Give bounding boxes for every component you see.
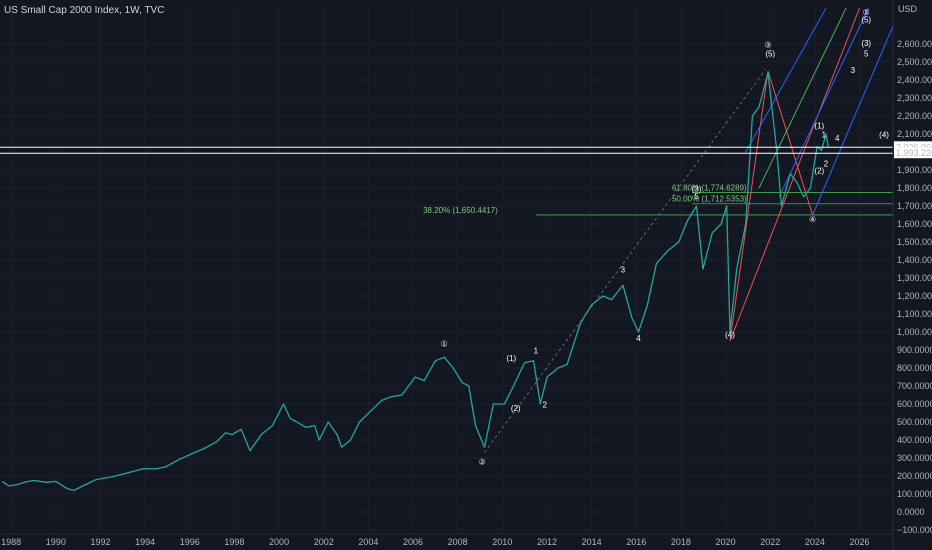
trend-channels — [729, 7, 894, 342]
wave-label: ③ — [764, 41, 771, 50]
chart-title: US Small Cap 2000 Index, 1W, TVC — [4, 5, 165, 16]
x-tick-label: 2024 — [805, 537, 825, 547]
y-tick-label: 2,200.0000 — [897, 111, 932, 121]
wave-label: 2 — [543, 401, 548, 410]
y-tick-label: 1,900.0000 — [897, 165, 932, 175]
y-tick-label: 1,500.0000 — [897, 237, 932, 247]
channel-line — [812, 25, 894, 216]
wave-label: ① — [441, 339, 448, 348]
wave-label: (1) — [814, 122, 824, 131]
x-tick-label: 2014 — [582, 537, 602, 547]
channel-line — [745, 7, 827, 153]
time-axis: 1988 1990 1992 1994 1996 1998 2000 2002 2004 2006… — [0, 533, 893, 547]
wave-label: ④ — [809, 215, 816, 224]
x-tick-label: 2004 — [358, 537, 378, 547]
x-tick-label: 2026 — [849, 537, 869, 547]
wave-label: (4) — [725, 330, 735, 339]
wave-label: (1) — [506, 354, 516, 363]
y-tick-label: 100.0000 — [897, 489, 932, 499]
y-tick-label: 300.0000 — [897, 453, 932, 463]
y-tick-label: 1,300.0000 — [897, 273, 932, 283]
wave-label: 4 — [835, 134, 840, 143]
x-tick-label: 2010 — [492, 537, 512, 547]
y-tick-label: 2,100.0000 — [897, 129, 932, 139]
price-axis-background — [893, 0, 932, 550]
x-tick-label: 2020 — [716, 537, 736, 547]
wave-label: 1 — [534, 347, 539, 356]
x-tick-label: 2002 — [314, 537, 334, 547]
channel-line — [778, 7, 869, 198]
price-line — [1, 72, 829, 492]
wave-label: 3 — [621, 266, 626, 275]
x-tick-label: 2022 — [760, 537, 780, 547]
y-tick-label: 700.0000 — [897, 381, 932, 391]
wave-label: 4 — [636, 334, 641, 343]
channel-line — [729, 70, 769, 342]
wave-label: 5 — [694, 192, 699, 201]
fib-levels: 38.20% (1,650.4417) 50.00% (1,712.5353) 61… — [423, 184, 893, 216]
wave-label: ⑤ — [863, 8, 870, 17]
trendline-dashed — [484, 68, 767, 453]
y-tick-label: 900.0000 — [897, 345, 932, 355]
y-tick-label: 400.0000 — [897, 435, 932, 445]
wave-label: 5 — [864, 50, 869, 59]
wave-label: (5) — [861, 15, 871, 24]
y-tick-label: 0.0000 — [897, 507, 925, 517]
x-tick-label: 2012 — [537, 537, 557, 547]
wave-label: (5) — [765, 50, 775, 59]
y-tick-label: 1,200.0000 — [897, 291, 932, 301]
y-tick-label: 2,400.0000 — [897, 75, 932, 85]
price-label: 1,993.2269 — [896, 148, 932, 158]
fib-label: 38.20% (1,650.4417) — [423, 206, 498, 215]
wave-label: (2) — [814, 167, 824, 176]
x-tick-label: 1992 — [90, 537, 110, 547]
x-tick-label: 2000 — [269, 537, 289, 547]
channel-line — [729, 7, 860, 342]
x-tick-label: 1990 — [46, 537, 66, 547]
x-tick-label: 1996 — [180, 537, 200, 547]
wave-label: 3 — [851, 66, 856, 75]
wave-label: (3) — [861, 39, 871, 48]
wave-label: (2) — [511, 404, 521, 413]
price-series — [0, 68, 893, 492]
y-tick-label: 2,300.0000 — [897, 93, 932, 103]
x-tick-label: 2016 — [626, 537, 646, 547]
price-label-box — [894, 147, 932, 159]
y-tick-label: 1,700.0000 — [897, 201, 932, 211]
chart-grid — [0, 8, 893, 531]
y-tick-label: 500.0000 — [897, 417, 932, 427]
y-tick-label: 200.0000 — [897, 471, 932, 481]
y-tick-label: 600.0000 — [897, 399, 932, 409]
wave-label: ② — [479, 457, 486, 466]
y-tick-label: 1,800.0000 — [897, 183, 932, 193]
x-tick-label: 2008 — [448, 537, 468, 547]
y-tick-label: 2,500.0000 — [897, 57, 932, 67]
y-tick-label: 800.0000 — [897, 363, 932, 373]
y-tick-label: 2,600.0000 — [897, 39, 932, 49]
x-tick-label: 1988 — [1, 537, 21, 547]
price-axis: USD 2,600.0000 2,500.0000 2,400.0000 2,300.0… — [892, 0, 932, 550]
x-tick-label: 2006 — [403, 537, 423, 547]
x-tick-label: 1998 — [224, 537, 244, 547]
fib-label: 61.80% (1,774.6289) — [672, 184, 747, 193]
y-tick-label: 1,600.0000 — [897, 219, 932, 229]
wave-label: 1 — [822, 131, 827, 140]
x-tick-label: 1994 — [135, 537, 155, 547]
wave-label: (4) — [879, 131, 889, 140]
wave-label: (3) — [692, 185, 702, 194]
wave-label: 2 — [824, 159, 829, 168]
channel-line — [758, 7, 847, 189]
fib-label: 50.00% (1,712.5353) — [672, 195, 747, 204]
y-tick-label: 1,000.0000 — [897, 327, 932, 337]
y-tick-label: 1,100.0000 — [897, 309, 932, 319]
price-label-box — [894, 141, 932, 153]
currency-label: USD — [898, 4, 918, 14]
y-tick-label: 1,400.0000 — [897, 255, 932, 265]
channel-line — [767, 70, 814, 216]
x-tick-label: 2018 — [671, 537, 691, 547]
y-tick-label: −100.0000 — [897, 525, 932, 535]
